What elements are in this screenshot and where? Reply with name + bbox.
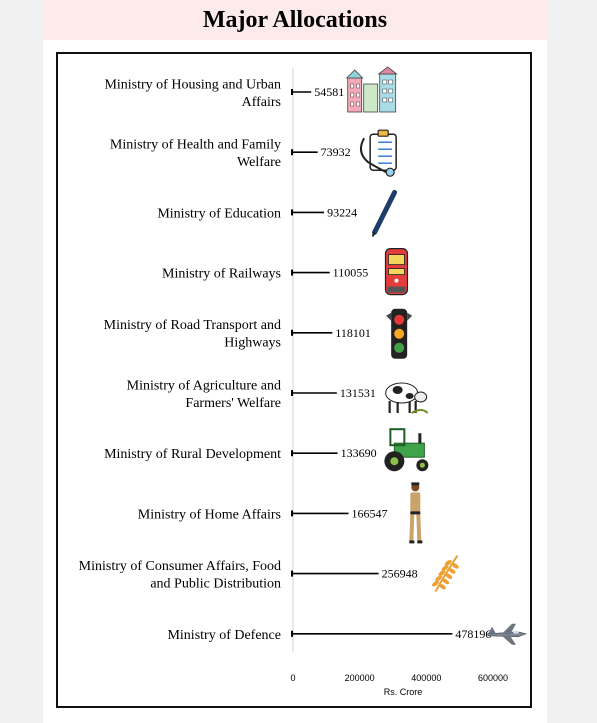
bar-row: Ministry of Road Transport and Highways 11… xyxy=(104,318,371,351)
value-label: 118101 xyxy=(335,326,371,340)
bar-row: Ministry of Education 93224 xyxy=(157,205,357,221)
category-label: Ministry of Road Transport and xyxy=(104,318,281,333)
x-axis-title: Rs. Crore xyxy=(384,687,423,697)
title-bar: Major Allocations xyxy=(43,0,547,40)
category-label: Ministry of Defence xyxy=(167,628,281,643)
x-tick-label: 600000 xyxy=(478,673,508,683)
page-title: Major Allocations xyxy=(202,6,388,33)
value-label: 131531 xyxy=(340,386,376,400)
bar-row: Ministry of Defence 478196 xyxy=(167,627,491,643)
chart-frame: Ministry of Housing and Urban Affairs 5458… xyxy=(56,52,532,708)
category-label: Ministry of Railways xyxy=(162,267,281,282)
x-tick-label: 400000 xyxy=(411,673,441,683)
police-officer-icon xyxy=(409,482,423,544)
value-label: 478196 xyxy=(455,627,491,641)
pen-icon xyxy=(371,189,398,237)
bar-row: Ministry of Rural Development 133690 xyxy=(104,446,376,462)
value-label: 54581 xyxy=(314,85,344,99)
bar-row: Ministry of Home Affairs 166547 xyxy=(138,506,388,522)
category-label: Ministry of Rural Development xyxy=(104,447,281,462)
wheat-icon xyxy=(431,555,459,593)
value-label: 166547 xyxy=(352,506,388,520)
clipboard-stethoscope-icon xyxy=(359,129,397,177)
category-label: Ministry of Consumer Affairs, Food xyxy=(79,559,281,574)
category-label: Ministry of Health and Family xyxy=(110,137,281,152)
category-label: Ministry of Agriculture and xyxy=(127,378,281,393)
value-label: 133690 xyxy=(341,446,377,460)
cow-icon xyxy=(385,382,429,414)
category-label: Ministry of Education xyxy=(157,206,281,221)
value-label: 73932 xyxy=(321,145,351,159)
allocation-chart: Ministry of Housing and Urban Affairs 5458… xyxy=(79,66,528,697)
x-tick-label: 200000 xyxy=(345,673,375,683)
buildings-icon xyxy=(345,66,398,113)
page: Major Allocations Ministry of Housing an… xyxy=(43,0,547,723)
category-label: Ministry of Housing and Urban xyxy=(104,77,281,92)
category-label: Affairs xyxy=(242,95,281,110)
category-label: Welfare xyxy=(237,155,281,170)
category-label: Highways xyxy=(224,336,281,351)
value-label: 93224 xyxy=(327,205,357,219)
bar-row: Ministry of Housing and Urban Affairs 5458… xyxy=(104,77,344,110)
traffic-light-icon xyxy=(386,308,413,359)
tractor-icon xyxy=(384,428,429,472)
value-label: 110055 xyxy=(333,266,369,280)
bar-row: Ministry of Health and Family Welfare 7393… xyxy=(110,137,351,170)
fighter-jet-icon xyxy=(487,623,528,645)
value-label: 256948 xyxy=(382,567,418,581)
bar-row: Ministry of Agriculture and Farmers' Welf… xyxy=(127,378,376,411)
category-label: Farmers' Welfare xyxy=(185,396,281,411)
x-tick-label: 0 xyxy=(290,673,295,683)
bar-row: Ministry of Railways 110055 xyxy=(162,266,368,282)
bar-row: Ministry of Consumer Affairs, Food and Pu… xyxy=(79,559,418,592)
category-label: and Public Distribution xyxy=(150,576,281,591)
category-label: Ministry of Home Affairs xyxy=(138,507,281,522)
train-icon xyxy=(384,248,409,296)
